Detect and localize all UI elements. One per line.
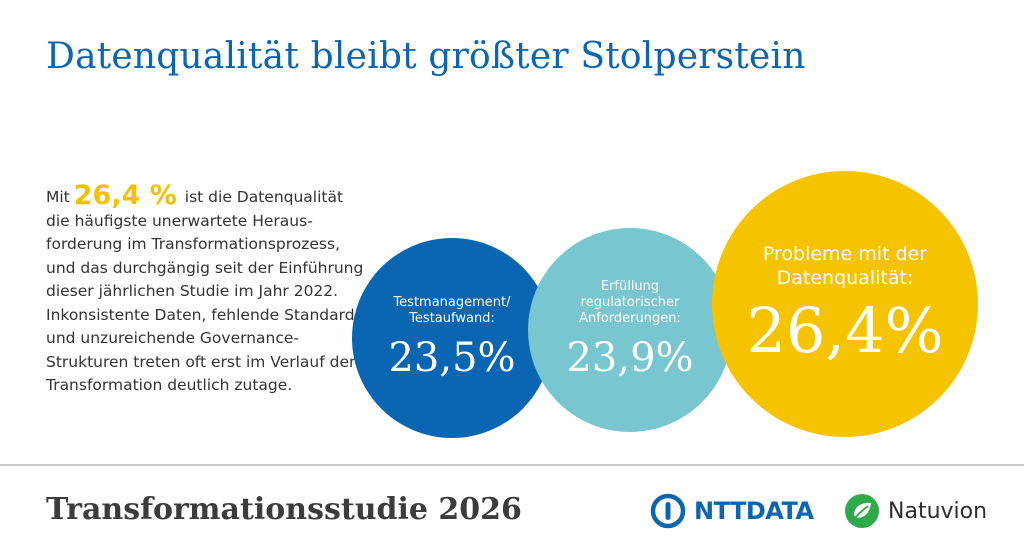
ntt-data-logo: NTTDATA (650, 493, 814, 529)
stat-value: 23,9% (566, 335, 694, 381)
intro-prefix: Mit (46, 188, 70, 206)
stat-circle-data-quality: Probleme mit der Datenqualität: 26,4% (712, 171, 978, 437)
footer-divider (0, 464, 1024, 466)
page-title: Datenqualität bleibt größter Stolperstei… (46, 36, 806, 77)
intro-text: ist die Datenqualität die häufigste uner… (46, 188, 364, 394)
natuvion-logo: Natuvion (844, 493, 987, 529)
ntt-data-icon (650, 493, 686, 529)
stat-label: Testmanagement/ Testaufwand: (393, 295, 511, 326)
intro-paragraph: Mit 26,4 % ist die Datenqualität die häuf… (46, 182, 366, 398)
footer-title: Transformationsstudie 2026 (46, 492, 522, 527)
stat-value: 26,4% (746, 294, 944, 367)
stat-circle-testmanagement: Testmanagement/ Testaufwand: 23,5% (352, 238, 552, 438)
natuvion-wordmark: Natuvion (888, 498, 988, 524)
ntt-data-wordmark: NTTDATA (694, 497, 814, 525)
stat-label: Erfüllung regulatorischer Anforderungen: (579, 279, 681, 326)
stat-circle-regulatory: Erfüllung regulatorischer Anforderungen:… (528, 228, 732, 432)
stat-value: 23,5% (388, 335, 516, 381)
stat-label: Probleme mit der Datenqualität: (762, 243, 928, 289)
natuvion-leaf-icon (845, 494, 879, 528)
intro-highlight-value: 26,4 % (73, 180, 177, 211)
